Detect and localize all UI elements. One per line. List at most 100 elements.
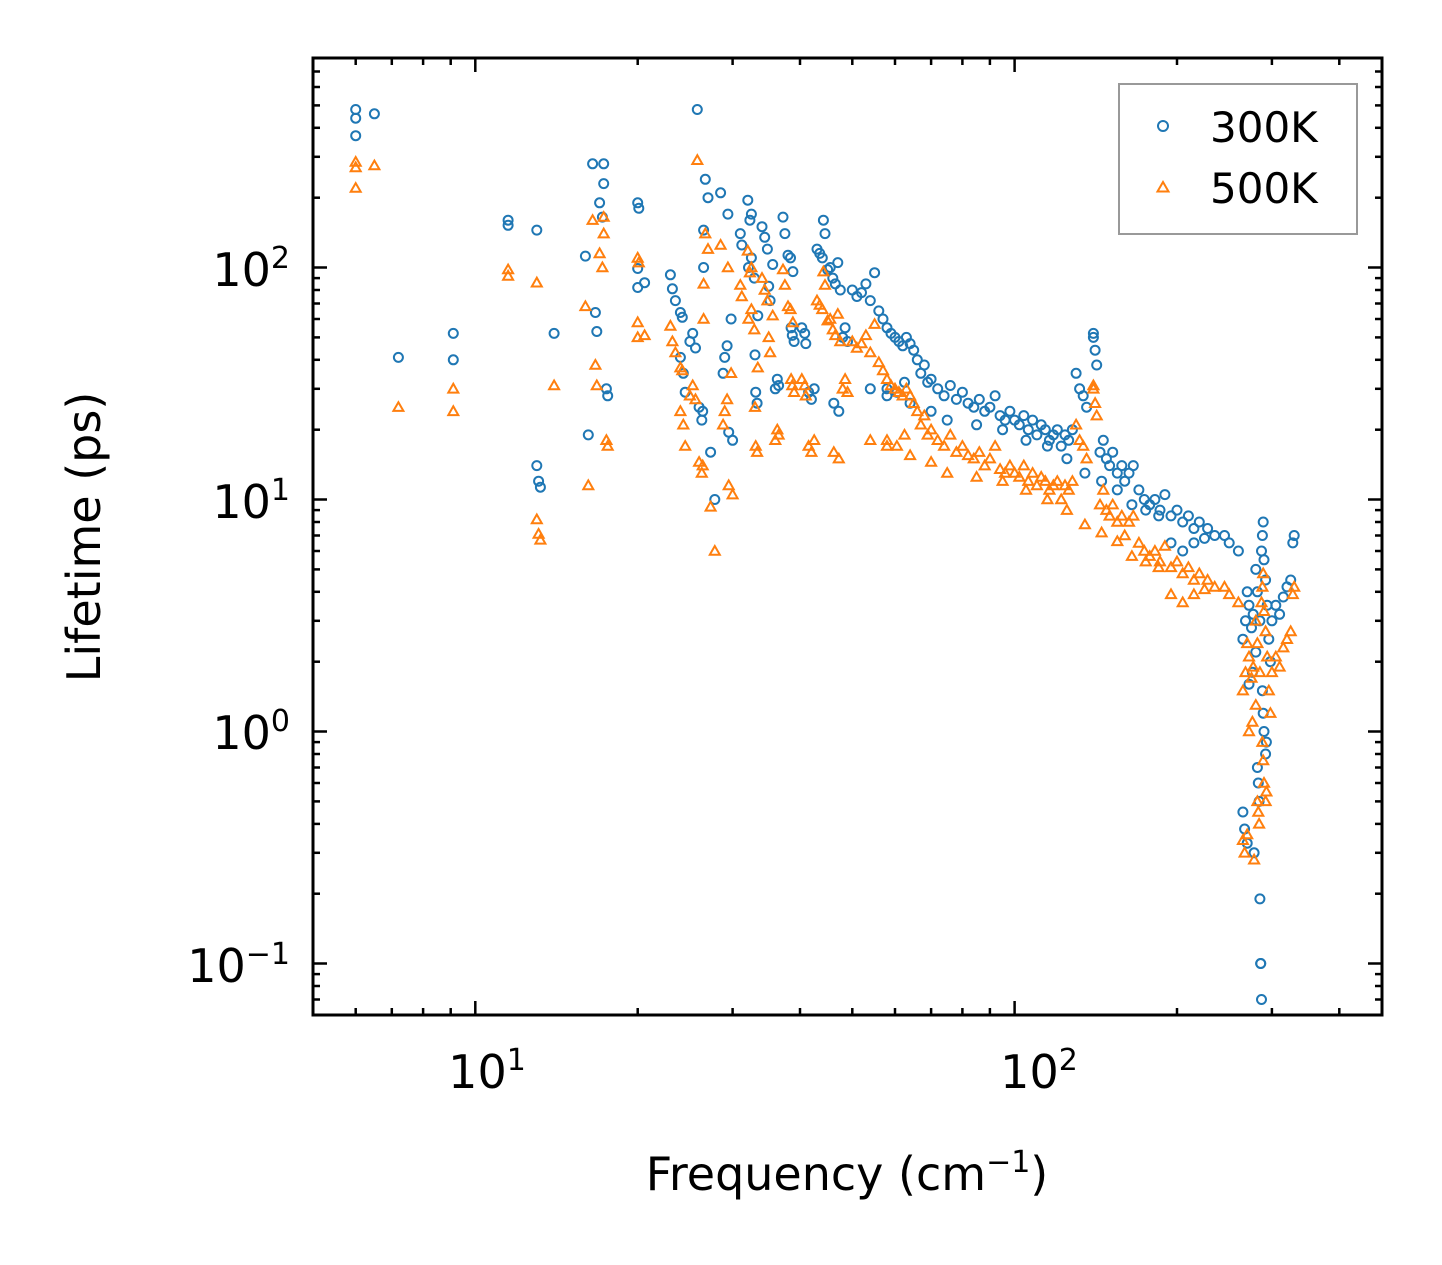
point-300K-185: [1154, 504, 1166, 516]
point-500K-104: [833, 334, 848, 347]
point-500K-129: [910, 404, 925, 417]
point-300K-76: [767, 259, 779, 270]
point-300K-78: [771, 373, 783, 385]
point-300K-233: [1255, 958, 1267, 969]
point-500K-99: [820, 313, 835, 326]
point-300K-194: [1209, 530, 1221, 541]
point-500K-154: [1034, 469, 1048, 482]
point-300K-48: [702, 192, 714, 204]
point-500K-236: [1245, 714, 1260, 727]
point-500K-177: [1115, 508, 1129, 521]
point-500K-162: [1065, 474, 1080, 486]
point-500K-130: [914, 417, 928, 430]
point-500K-204: [1249, 613, 1263, 626]
point-500K-142: [977, 458, 992, 471]
point-500K-34: [675, 363, 690, 376]
point-300K-56: [727, 434, 739, 446]
point-500K-245: [1110, 534, 1125, 547]
point-500K-136: [943, 427, 958, 440]
point-300K-199: [1240, 615, 1251, 627]
point-300K-136: [944, 380, 956, 391]
point-300K-112: [856, 287, 867, 299]
point-300K-50: [709, 494, 721, 505]
point-500K-126: [890, 439, 904, 451]
point-300K-46: [698, 224, 710, 236]
point-500K-54: [720, 392, 734, 405]
point-500K-30: [663, 318, 678, 331]
point-500K-163: [1069, 417, 1083, 430]
point-300K-34: [676, 311, 688, 323]
point-300K-104: [834, 284, 846, 296]
point-300K-218: [1277, 591, 1289, 603]
point-300K-220: [1285, 574, 1297, 586]
point-500K-52: [716, 417, 730, 430]
point-300K-51: [715, 187, 727, 199]
point-500K-70: [750, 445, 764, 457]
point-500K-176: [1110, 514, 1125, 527]
point-500K-189: [1175, 566, 1190, 579]
point-500K-10: [530, 512, 544, 525]
point-300K-16: [587, 158, 599, 170]
point-300K-167: [1087, 331, 1099, 343]
point-500K-228: [1251, 804, 1266, 817]
point-500K-238: [1164, 587, 1178, 600]
point-300K-161: [1063, 434, 1075, 446]
point-300K-103: [832, 257, 844, 269]
point-300K-72: [759, 231, 771, 243]
point-500K-256: [880, 439, 894, 451]
point-500K-2: [348, 181, 363, 193]
point-300K-90: [800, 338, 812, 350]
point-300K-108: [828, 397, 840, 409]
point-300K-35: [674, 351, 686, 363]
point-500K-169: [1088, 396, 1102, 408]
point-500K-124: [903, 388, 917, 401]
point-300K-79: [773, 380, 785, 391]
point-500K-44: [695, 458, 710, 471]
point-500K-35: [673, 404, 688, 417]
point-300K-250: [1096, 475, 1108, 487]
point-500K-190: [1181, 560, 1196, 573]
point-500K-212: [1260, 649, 1274, 662]
point-500K-53: [717, 404, 732, 417]
point-300K-24: [602, 390, 614, 402]
point-500K-12: [533, 532, 548, 545]
point-500K-114: [863, 345, 878, 358]
point-500K-38: [683, 388, 697, 401]
point-500K-186: [1158, 539, 1172, 551]
point-500K-79: [771, 427, 786, 440]
point-500K-205: [1250, 636, 1265, 649]
point-500K-110: [845, 334, 860, 347]
point-300K-85: [785, 322, 797, 334]
point-500K-246: [1094, 525, 1109, 538]
point-300K-140: [968, 401, 980, 413]
point-500K-242: [1151, 560, 1166, 573]
point-500K-152: [1025, 466, 1040, 478]
point-300K-184: [1149, 494, 1161, 505]
point-300K-178: [1119, 475, 1131, 487]
point-300K-190: [1182, 510, 1194, 522]
point-500K-137: [949, 445, 964, 457]
point-500K-250: [1019, 482, 1033, 495]
point-500K-221: [1286, 587, 1300, 600]
point-300K-180: [1127, 460, 1139, 472]
point-500K-25: [630, 315, 645, 328]
point-500K-37: [678, 439, 692, 451]
point-500K-106: [838, 372, 852, 384]
point-300K-181: [1133, 484, 1145, 496]
point-300K-88: [796, 322, 808, 334]
point-500K-230: [1255, 735, 1270, 747]
point-300K-128: [908, 344, 920, 356]
point-500K-247: [1078, 517, 1092, 530]
point-500K-214: [1263, 706, 1278, 718]
point-500K-237: [1242, 724, 1256, 737]
point-500K-193: [1200, 572, 1215, 585]
point-500K-191: [1187, 572, 1201, 585]
point-500K-98: [818, 278, 832, 290]
point-500K-9: [530, 275, 544, 288]
point-500K-206: [1253, 665, 1267, 678]
point-300K-2: [350, 130, 362, 142]
point-300K-215: [1266, 615, 1278, 627]
point-300K-221: [1287, 537, 1299, 549]
point-300K-254: [1020, 434, 1032, 446]
point-500K-138: [955, 439, 970, 451]
